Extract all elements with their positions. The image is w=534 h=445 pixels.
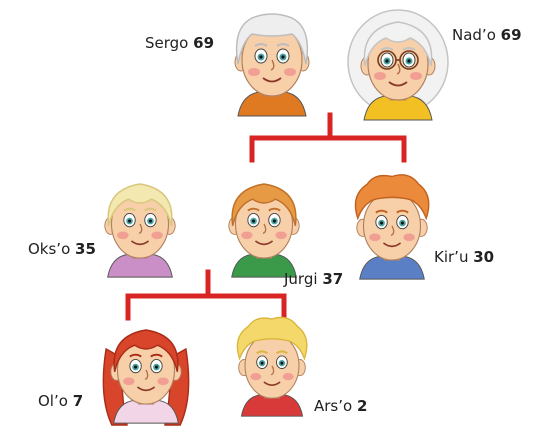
hair-kiru — [354, 174, 430, 221]
portrait-nado — [347, 9, 449, 121]
name-jurgi: Jurgi — [284, 270, 318, 288]
name-nado: Nad’o — [452, 26, 496, 44]
portraits — [102, 9, 449, 426]
name-olo: Ol’o — [38, 392, 68, 410]
name-kiru: Kir’u — [434, 248, 469, 266]
label-sergo: Sergo 69 — [145, 34, 214, 52]
hair-sergo — [235, 13, 309, 65]
hair-okso — [107, 183, 173, 226]
label-kiru: Kir’u 30 — [434, 248, 494, 266]
age-okso: 35 — [75, 240, 96, 258]
label-okso: Oks’o 35 — [28, 240, 96, 258]
label-olo: Ol’o 7 — [38, 392, 83, 410]
face-kiru — [362, 191, 422, 261]
hair-jurgi — [231, 183, 297, 226]
portrait-sergo — [234, 13, 310, 117]
age-arso: 2 — [356, 397, 368, 415]
hair-olo — [113, 329, 179, 372]
connector-lines — [125, 112, 407, 321]
name-arso: Ars’o — [314, 397, 353, 415]
portrait-arso — [236, 316, 308, 417]
glasses-nado — [377, 50, 419, 70]
portrait-jurgi — [228, 183, 300, 278]
name-okso: Oks’o — [28, 240, 71, 258]
portrait-kiru — [354, 174, 430, 280]
label-jurgi: Jurgi 37 — [284, 270, 343, 288]
hair-arso — [236, 316, 308, 361]
age-olo: 7 — [72, 392, 84, 410]
age-sergo: 69 — [193, 34, 215, 52]
portrait-okso — [104, 183, 176, 278]
portrait-olo — [102, 329, 190, 426]
label-arso: Ars’o 2 — [314, 397, 367, 415]
label-nado: Nad’o 69 — [452, 26, 522, 44]
hair-nado — [363, 21, 433, 67]
age-nado: 69 — [500, 26, 522, 44]
face-arso — [244, 332, 300, 399]
age-kiru: 30 — [473, 248, 495, 266]
age-jurgi: 37 — [322, 270, 344, 288]
name-sergo: Sergo — [145, 34, 189, 52]
